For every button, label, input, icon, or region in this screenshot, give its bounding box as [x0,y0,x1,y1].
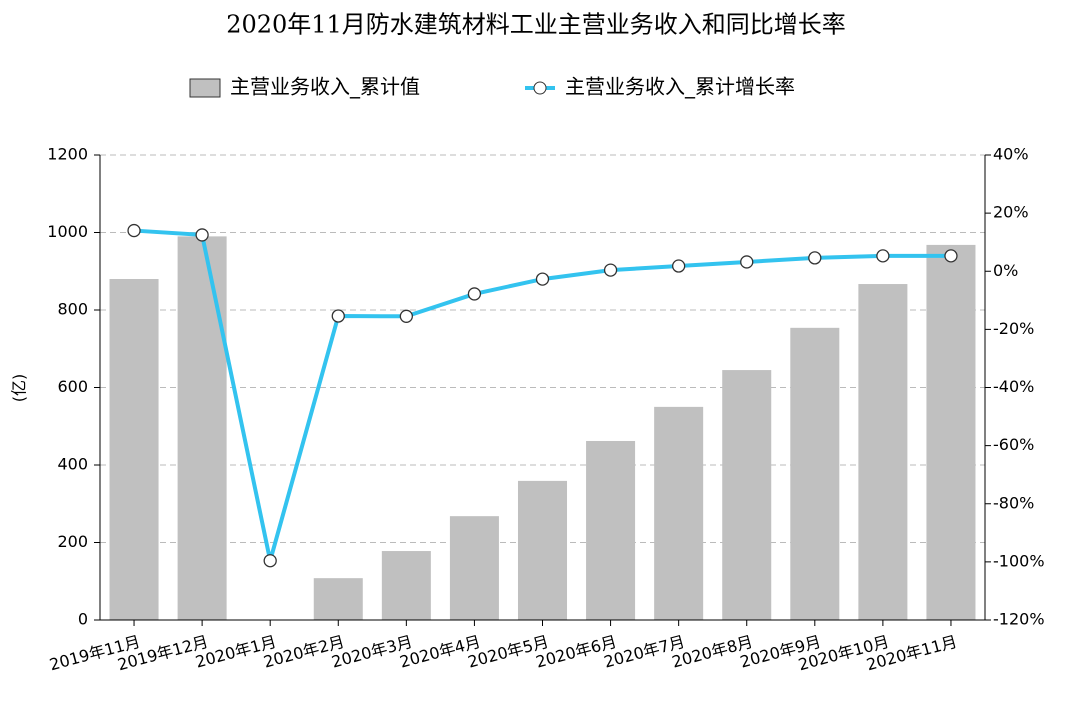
y2-tick-label: -40% [993,377,1034,396]
line-marker [808,251,822,265]
bar [381,551,431,620]
bar [858,284,908,620]
legend-label: 主营业务收入_累计值 [230,75,420,99]
line-marker [672,259,686,273]
y2-tick-label: 20% [993,203,1029,222]
y2-tick-label: -20% [993,319,1034,338]
line-marker [944,249,958,263]
y2-tick-label: -100% [993,551,1045,570]
legend-marker [533,81,547,95]
y-tick-label: 1000 [47,222,88,241]
bar [586,440,636,620]
y-axis-label: (亿) [10,374,29,403]
line-marker [876,249,890,263]
line-marker [263,554,277,568]
line-marker [535,272,550,286]
bar [722,370,772,620]
y-tick-label: 1200 [47,145,88,164]
bar [926,244,976,620]
y2-tick-label: -60% [993,435,1034,454]
line-marker [603,263,618,277]
y-tick-label: 200 [57,532,88,551]
y-tick-label: 0 [78,610,88,629]
line-marker [195,228,209,242]
y2-tick-label: -80% [993,493,1034,512]
bar [109,279,159,620]
y2-tick-label: -120% [993,610,1045,629]
bar [449,516,499,620]
bar [177,236,227,620]
y-tick-label: 600 [57,377,88,396]
line-marker [399,309,413,323]
bar [517,480,568,620]
y2-tick-label: 40% [993,145,1029,164]
bar [313,578,363,620]
line-marker [127,223,141,238]
legend-label: 主营业务收入_累计增长率 [565,75,795,99]
line-marker [467,287,482,301]
bar [790,327,840,620]
y-tick-label: 800 [57,300,88,319]
bar [654,406,704,620]
line-marker [740,255,754,269]
line-marker [331,309,345,323]
chart-title: 2020年11月防水建筑材料工业主营业务收入和同比增长率 [226,11,846,39]
y-tick-label: 400 [57,455,88,474]
y2-tick-label: 0% [993,261,1018,280]
legend-swatch [189,78,221,98]
